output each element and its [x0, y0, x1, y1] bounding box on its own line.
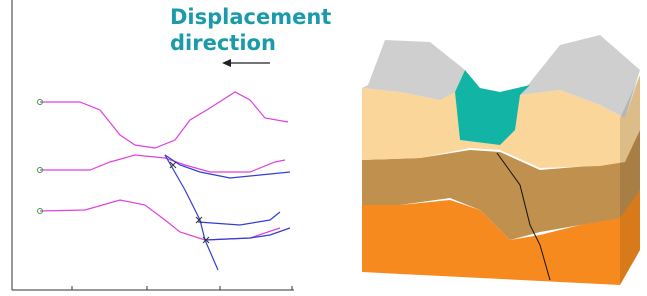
label-line1: Displacement — [170, 5, 331, 29]
block-diagram — [362, 35, 640, 285]
diagram: Displacement direction — [0, 0, 647, 296]
arrow — [222, 59, 270, 67]
horizon-lines — [40, 92, 288, 240]
left-panel: Displacement direction — [12, 0, 331, 290]
label-line2: direction — [170, 31, 276, 55]
ticks — [72, 286, 292, 290]
start-points — [38, 100, 43, 214]
